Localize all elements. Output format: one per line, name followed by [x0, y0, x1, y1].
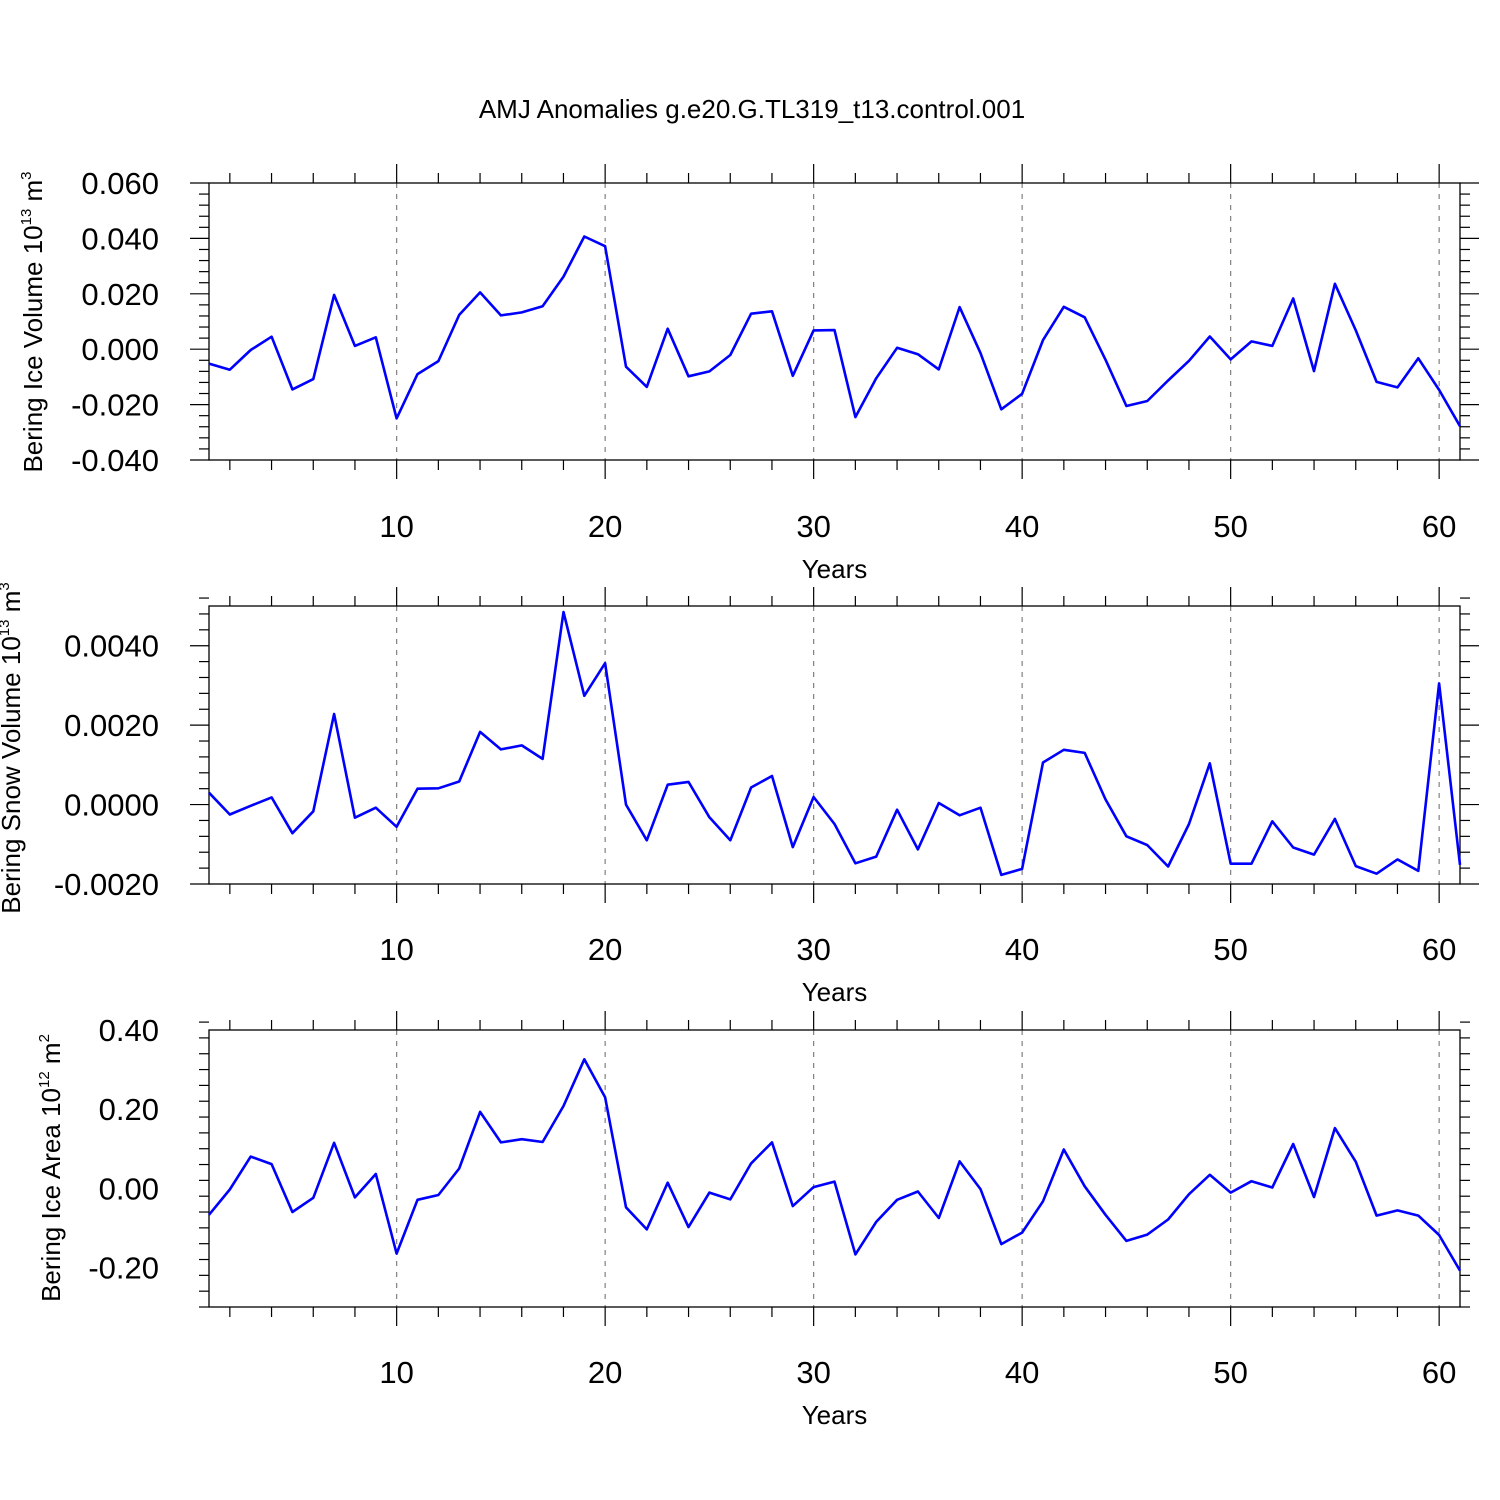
- ice-area-plot-frame: [208, 1029, 1461, 1308]
- ice-area-y-tick-label: -0.20: [88, 1250, 159, 1285]
- ice-volume-x-tick-label: 60: [1422, 509, 1456, 544]
- snow-volume-series-line: [208, 610, 1462, 877]
- ice-volume-x-tick-label: 10: [379, 509, 413, 544]
- snow-volume-x-tick-label: 60: [1422, 932, 1456, 967]
- snow-volume-y-title-exponent: 13: [0, 620, 13, 637]
- ice-area-series-line: [207, 1058, 1462, 1272]
- ice-volume-x-tick-label: 30: [796, 509, 830, 544]
- snow-volume-y-title-main: Bering Snow Volume 10: [0, 636, 26, 914]
- snow-volume-y-title-unit: m: [0, 591, 26, 620]
- ice-area-panel: -0.20 0.00 0.20 0.40 10 20 30 40 50 60 Years Bering…: [36, 1011, 1470, 1430]
- snow-volume-y-axis-title: Bering Snow Volume 1013 m3: [0, 582, 26, 913]
- ice-area-y-tick-label: 0.20: [99, 1092, 159, 1127]
- ice-volume-x-tick-label: 50: [1213, 509, 1247, 544]
- snow-volume-x-tick-label: 30: [796, 932, 830, 967]
- ice-area-y-title-unit: m: [36, 1042, 66, 1071]
- ice-volume-y-tick-label: 0.060: [81, 166, 159, 201]
- ice-area-x-tick-label: 10: [379, 1355, 413, 1390]
- snow-volume-y-tick-label: 0.0000: [64, 788, 159, 823]
- ice-volume-panel: -0.040 -0.020 0.000 0.020 0.040 0.060 10 20 30 40…: [18, 164, 1479, 584]
- snow-volume-x-tick-label: 50: [1213, 932, 1247, 967]
- ice-area-y-axis-title: Bering Ice Area 1012 m2: [36, 1034, 66, 1302]
- ice-volume-y-title-exponent: 13: [18, 209, 35, 226]
- snow-volume-y-tick-label: 0.0040: [64, 629, 159, 664]
- ice-volume-y-title-unit: m: [18, 180, 48, 209]
- snow-volume-y-tick-label: -0.0020: [54, 867, 159, 902]
- ice-area-x-axis-title: Years: [802, 1400, 868, 1430]
- ice-volume-y-tick-label: 0.040: [81, 221, 159, 256]
- snow-volume-x-tick-label: 40: [1005, 932, 1039, 967]
- ice-area-y-tick-label: 0.40: [99, 1013, 159, 1048]
- snow-volume-y-tick-label: 0.0020: [64, 708, 159, 743]
- ice-area-x-tick-label: 20: [588, 1355, 622, 1390]
- ice-volume-x-tick-label: 20: [588, 509, 622, 544]
- ice-area-x-tick-label: 50: [1213, 1355, 1247, 1390]
- snow-volume-plot-frame: [208, 605, 1461, 885]
- ice-area-y-tick-label: 0.00: [99, 1171, 159, 1206]
- snow-volume-x-axis-title: Years: [802, 977, 868, 1007]
- ice-volume-plot-frame: [208, 182, 1461, 461]
- ice-volume-y-tick-label: 0.000: [81, 332, 159, 367]
- ice-volume-x-tick-label: 40: [1005, 509, 1039, 544]
- snow-volume-y-title-unit-exponent: 3: [0, 582, 13, 590]
- ice-volume-x-axis-title: Years: [802, 554, 868, 584]
- ice-volume-series-line: [208, 235, 1462, 427]
- chart-title: AMJ Anomalies g.e20.G.TL319_t13.control.…: [479, 94, 1025, 124]
- ice-area-y-title-unit-exponent: 2: [36, 1034, 53, 1042]
- ice-volume-y-title-main: Bering Ice Volume 10: [18, 225, 48, 472]
- ice-volume-y-tick-label: -0.020: [71, 388, 159, 423]
- ice-area-y-title-main: Bering Ice Area 10: [36, 1088, 66, 1302]
- ice-volume-y-tick-label: -0.040: [71, 443, 159, 478]
- ice-area-x-tick-label: 30: [796, 1355, 830, 1390]
- ice-area-x-tick-label: 60: [1422, 1355, 1456, 1390]
- ice-area-x-tick-label: 40: [1005, 1355, 1039, 1390]
- ice-volume-y-tick-label: 0.020: [81, 277, 159, 312]
- snow-volume-x-tick-label: 20: [588, 932, 622, 967]
- snow-volume-x-tick-label: 10: [379, 932, 413, 967]
- snow-volume-panel: -0.0020 0.0000 0.0020 0.0040 10 20 30 40 50 60 Yea…: [0, 582, 1479, 1007]
- ice-volume-y-title-unit-exponent: 3: [18, 171, 35, 179]
- ice-volume-y-axis-title: Bering Ice Volume 1013 m3: [18, 171, 48, 472]
- ice-area-y-title-exponent: 12: [36, 1071, 53, 1088]
